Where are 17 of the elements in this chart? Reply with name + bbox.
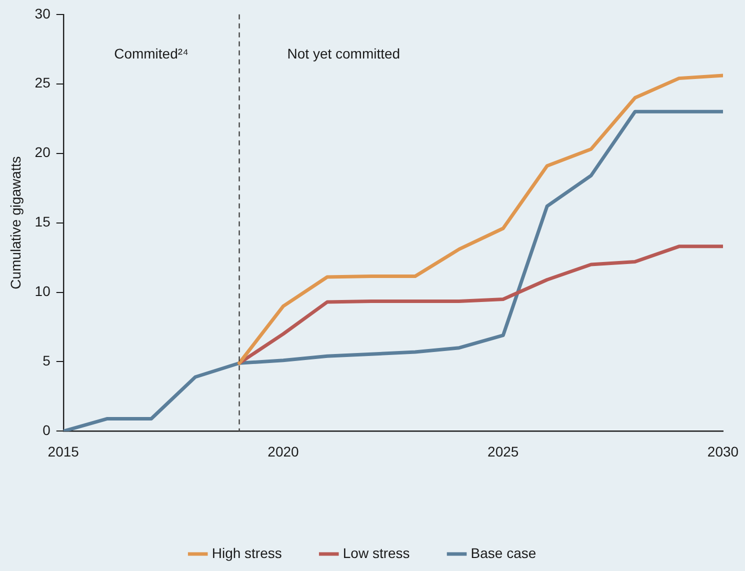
x-tick-label: 2025 [488, 443, 519, 460]
annotation: Not yet committed [287, 45, 400, 62]
y-tick-label: 5 [42, 352, 51, 369]
y-tick-label: 25 [34, 74, 51, 91]
y-tick-label: 10 [34, 283, 51, 300]
y-axis-title: Cumulative gigawatts [7, 156, 24, 290]
x-tick-label: 2020 [268, 443, 300, 460]
legend-label: High stress [212, 544, 282, 561]
legend-label: Base case [470, 544, 536, 561]
y-tick-label: 20 [34, 144, 51, 160]
annotation: Commited²⁴ [114, 45, 189, 62]
x-tick-label: 2030 [707, 443, 739, 460]
y-tick-label: 15 [34, 214, 51, 230]
legend-label: Low stress [342, 544, 410, 561]
x-tick-label: 2015 [48, 443, 80, 460]
y-tick-label: 30 [34, 5, 51, 22]
y-tick-label: 0 [42, 422, 51, 438]
